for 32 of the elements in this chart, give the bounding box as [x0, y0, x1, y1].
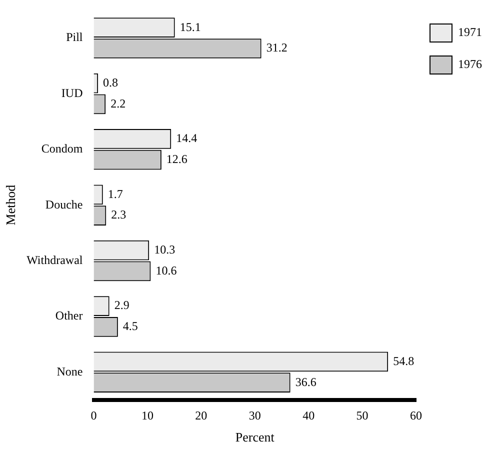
data-label: 36.6 — [295, 374, 316, 389]
data-label: 10.6 — [156, 263, 177, 278]
x-tick-label: 10 — [141, 408, 154, 422]
y-tick-label: Pill — [66, 30, 84, 44]
y-tick-label: IUD — [61, 86, 84, 100]
legend-label: 1971 — [458, 25, 482, 40]
x-tick-label: 30 — [248, 408, 261, 422]
x-tick-label: 60 — [410, 408, 422, 422]
data-label: 31.2 — [266, 40, 288, 55]
data-label: 4.5 — [122, 319, 138, 334]
data-label: 1.7 — [108, 186, 123, 201]
x-tick-label: 40 — [302, 408, 315, 422]
data-label: 54.8 — [393, 354, 414, 368]
data-label: 0.8 — [103, 75, 118, 90]
y-tick-label: Douche — [45, 197, 83, 212]
y-axis-title: Method — [3, 184, 18, 226]
y-tick-label: Withdrawal — [26, 252, 84, 267]
x-tick-label: 50 — [356, 408, 368, 422]
y-tick-label: Other — [55, 308, 83, 323]
data-label: 12.6 — [166, 152, 188, 166]
y-tick-label: None — [56, 364, 83, 378]
x-tick-label: 20 — [195, 408, 208, 422]
data-label: 14.4 — [176, 131, 198, 146]
x-axis-title: Percent — [235, 430, 275, 445]
y-tick-label: Condom — [41, 142, 84, 156]
legend-label: 1976 — [458, 57, 482, 72]
data-label: 2.9 — [114, 298, 130, 312]
data-label: 2.3 — [111, 208, 126, 222]
data-label: 2.2 — [110, 96, 126, 110]
x-tick-label: 0 — [90, 408, 97, 422]
data-label: 10.3 — [154, 242, 176, 256]
data-label: 15.1 — [180, 20, 201, 34]
